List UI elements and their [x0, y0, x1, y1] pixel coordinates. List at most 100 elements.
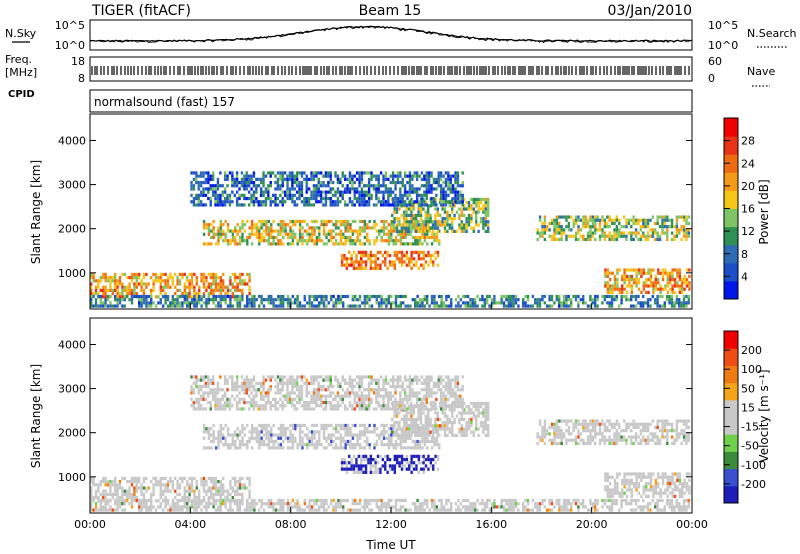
- velocity-cell: [387, 439, 391, 444]
- power-cell: [145, 285, 148, 289]
- velocity-cell: [443, 414, 447, 418]
- velocity-cell: [181, 480, 184, 484]
- power-cell: [391, 203, 395, 207]
- power-cell: [678, 284, 682, 288]
- velocity-cell: [634, 435, 638, 439]
- power-cell: [269, 184, 272, 188]
- power-cell: [219, 288, 222, 293]
- power-cell: [159, 272, 162, 277]
- power-cell: [135, 292, 138, 296]
- power-cell: [625, 268, 629, 272]
- power-cell: [685, 301, 688, 305]
- velocity-cell: [432, 464, 435, 468]
- power-cell: [380, 239, 383, 243]
- velocity-cell: [222, 476, 225, 481]
- power-cell: [240, 184, 244, 188]
- power-cell: [477, 207, 480, 211]
- velocity-cell: [272, 439, 275, 444]
- power-cell: [339, 193, 342, 197]
- power-cell: [257, 200, 260, 204]
- velocity-cell: [248, 489, 251, 493]
- velocity-cell: [482, 408, 485, 412]
- power-cell: [426, 235, 429, 240]
- power-cell: [351, 203, 354, 207]
- power-cell: [422, 266, 425, 270]
- velocity-cell: [195, 496, 198, 500]
- power-cell: [610, 294, 614, 299]
- power-cell: [639, 301, 642, 305]
- power-cell: [476, 294, 479, 299]
- power-cell: [236, 242, 239, 246]
- noise-panel: N.Sky 10^5 10^0 10^5 10^0 N.Search: [5, 19, 797, 52]
- velocity-cell: [345, 470, 349, 474]
- velocity-cell: [574, 441, 578, 446]
- power-cell: [656, 294, 659, 299]
- velocity-cell: [410, 421, 413, 425]
- power-cell: [426, 298, 429, 302]
- power-cell: [360, 180, 364, 185]
- velocity-cell: [434, 461, 437, 465]
- power-cell: [450, 301, 453, 305]
- power-cell: [606, 290, 610, 295]
- velocity-cell: [111, 480, 114, 484]
- velocity-cell: [260, 430, 263, 434]
- power-cell: [130, 276, 134, 280]
- power-cell: [267, 193, 270, 197]
- power-cell: [222, 272, 225, 277]
- power-cell: [456, 174, 460, 178]
- velocity-cell: [455, 414, 459, 418]
- power-cell: [436, 253, 440, 258]
- power-cell: [360, 193, 364, 197]
- power-cell: [252, 190, 256, 194]
- power-cell: [258, 242, 261, 246]
- velocity-cell: [130, 480, 134, 484]
- power-cell: [422, 197, 425, 202]
- velocity-cell: [465, 405, 468, 409]
- power-cell: [90, 285, 93, 289]
- power-cell: [366, 239, 369, 243]
- velocity-cell: [277, 433, 280, 437]
- power-cell: [133, 288, 136, 293]
- power-cell: [199, 200, 203, 204]
- velocity-cell: [202, 489, 206, 493]
- power-cell: [235, 171, 239, 175]
- power-cell: [210, 298, 213, 302]
- power-cell: [114, 298, 117, 302]
- power-cell: [673, 290, 677, 295]
- power-cell: [363, 298, 366, 302]
- power-cell: [303, 239, 307, 243]
- power-cell: [577, 294, 580, 299]
- power-cell: [270, 298, 273, 302]
- power-cell: [228, 193, 232, 197]
- power-cell: [384, 260, 387, 264]
- power-cell: [361, 226, 364, 230]
- velocity-cell: [550, 441, 554, 446]
- power-cell: [356, 239, 359, 243]
- velocity-cell: [484, 401, 487, 406]
- power-cell: [415, 250, 418, 254]
- power-cell: [681, 281, 684, 285]
- power-cell: [200, 279, 203, 283]
- noise-panel-frame: [89, 19, 693, 51]
- power-cell: [391, 213, 394, 218]
- velocity-cell: [589, 441, 592, 446]
- power-cell: [246, 242, 249, 246]
- nsearch-label: N.Search: [747, 27, 797, 40]
- power-cell: [408, 184, 412, 188]
- power-cell: [207, 190, 210, 194]
- power-cell: [306, 223, 309, 227]
- power-cell: [222, 239, 225, 243]
- power-cell: [431, 220, 435, 224]
- power-cell: [229, 288, 232, 293]
- power-cell: [234, 272, 237, 277]
- velocity-cell: [234, 489, 237, 493]
- velocity-cell: [92, 496, 95, 500]
- power-cell: [217, 226, 220, 230]
- power-cell: [217, 282, 220, 286]
- power-cell: [342, 294, 345, 299]
- power-cell: [310, 304, 314, 308]
- power-cell: [410, 229, 413, 234]
- power-cell: [413, 171, 416, 175]
- power-cell: [451, 203, 455, 207]
- velocity-cell: [258, 446, 261, 450]
